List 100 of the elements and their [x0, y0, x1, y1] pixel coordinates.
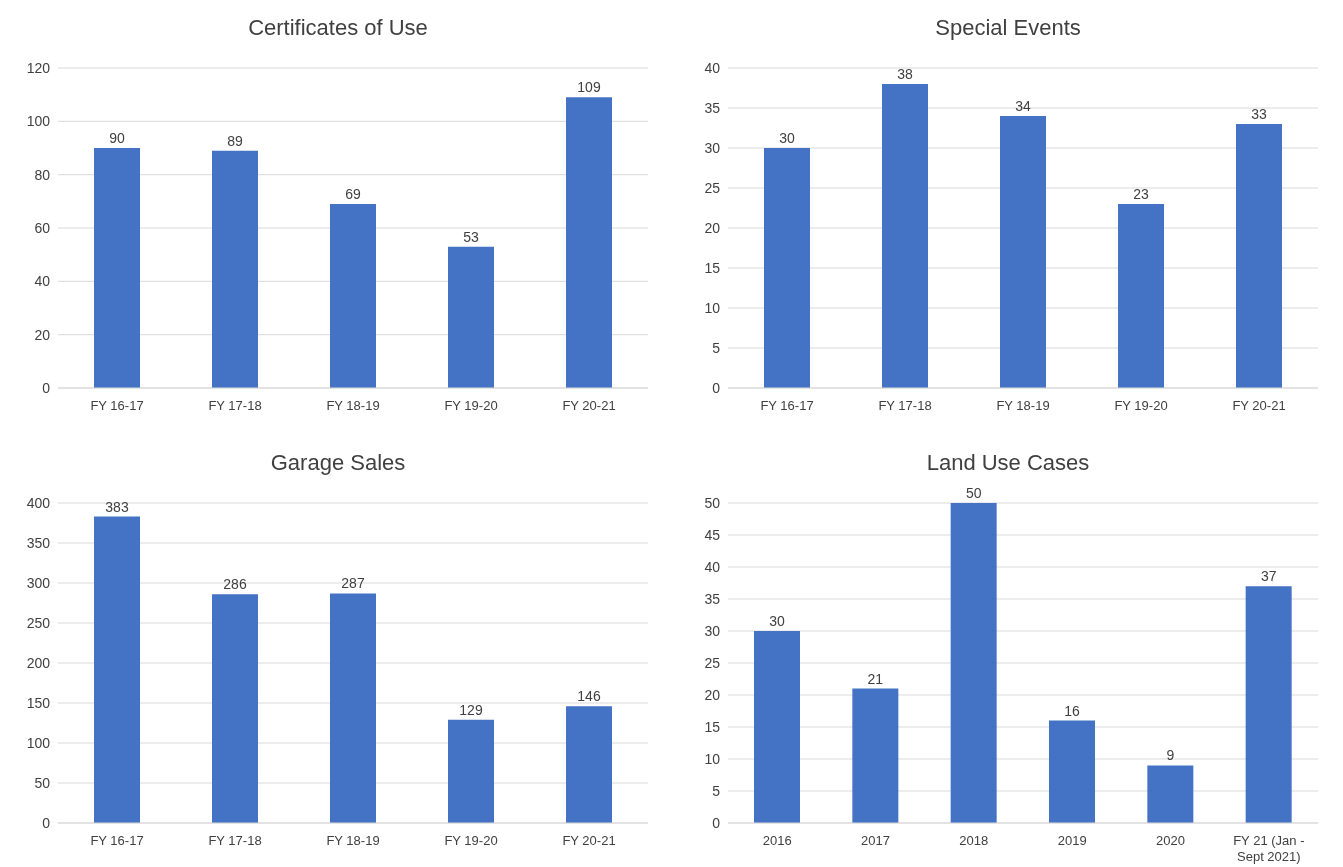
x-tick-label: FY 17-18	[208, 398, 262, 413]
x-tick-label: FY 16-17	[760, 398, 814, 413]
data-label: 287	[341, 575, 365, 592]
bar	[1000, 116, 1046, 388]
y-tick-label: 200	[26, 654, 51, 671]
bar	[852, 688, 899, 823]
y-tick-label: 40	[34, 273, 51, 290]
y-tick-label: 60	[34, 219, 51, 236]
bar	[1049, 720, 1095, 823]
bar	[566, 706, 612, 823]
x-tick-label: FY 17-18	[208, 833, 262, 848]
y-tick-label: 35	[704, 590, 721, 607]
bar	[448, 719, 494, 823]
x-tick-label: FY 16-17	[90, 398, 144, 413]
data-label: 33	[1251, 106, 1267, 122]
data-label: 30	[769, 613, 785, 629]
x-tick-label: FY 19-20	[444, 833, 498, 848]
y-tick-label: 100	[26, 734, 51, 751]
bar	[448, 246, 494, 388]
y-tick-label: 80	[34, 166, 51, 183]
x-tick-label: 2019	[1057, 833, 1087, 848]
bar	[950, 503, 997, 823]
y-tick-label: 100	[26, 113, 51, 130]
y-tick-label: 20	[34, 326, 51, 343]
x-tick-label: FY 16-17	[90, 833, 144, 848]
y-tick-label: 400	[26, 494, 51, 511]
data-label: 23	[1133, 186, 1149, 202]
data-label: 69	[345, 186, 361, 202]
bar	[1147, 765, 1194, 823]
chart-title: Garage Sales	[269, 449, 407, 477]
bar	[94, 516, 140, 823]
y-tick-label: 40	[704, 558, 721, 575]
y-tick-label: 30	[704, 622, 721, 639]
chart-title: Land Use Cases	[925, 449, 1091, 477]
x-tick-label: 2017	[861, 833, 890, 848]
data-label: 21	[867, 670, 884, 687]
bar	[1245, 586, 1292, 823]
chart-title: Special Events	[934, 14, 1082, 42]
y-tick-label: 50	[704, 494, 721, 511]
x-tick-label: FY 18-19	[996, 398, 1050, 413]
y-tick-label: 30	[704, 139, 721, 156]
data-label: 90	[109, 130, 125, 146]
y-tick-label: 0	[712, 379, 721, 396]
data-label: 146	[577, 688, 601, 705]
data-label: 53	[463, 228, 479, 245]
bar	[764, 148, 810, 388]
data-label: 38	[897, 66, 913, 82]
bar	[754, 631, 800, 823]
y-tick-label: 5	[712, 782, 721, 799]
y-tick-label: 15	[704, 259, 721, 276]
data-label: 16	[1064, 702, 1080, 719]
y-tick-label: 15	[704, 718, 721, 735]
y-tick-label: 20	[704, 219, 721, 236]
bar	[1236, 124, 1282, 388]
x-tick-label: FY 20-21	[562, 398, 616, 413]
x-tick-label: FY 19-20	[1114, 398, 1168, 413]
chart-title: Certificates of Use	[247, 14, 429, 42]
x-tick-label: FY 20-21	[562, 833, 616, 848]
data-label: 50	[965, 485, 982, 501]
bar	[566, 97, 612, 388]
y-tick-label: 0	[42, 379, 51, 396]
bar	[212, 594, 258, 823]
y-tick-label: 35	[704, 99, 721, 116]
data-label: 129	[459, 701, 483, 718]
y-tick-label: 0	[42, 814, 51, 831]
data-label: 9	[1166, 747, 1175, 764]
x-tick-label: 2016	[762, 833, 792, 848]
y-tick-label: 45	[704, 526, 721, 543]
data-label: 109	[577, 79, 601, 96]
data-label: 286	[223, 576, 247, 593]
data-label: 34	[1015, 98, 1031, 114]
x-tick-label: FY 19-20	[444, 398, 498, 413]
x-tick-label: FY 17-18	[878, 398, 932, 413]
x-tick-label: 2018	[959, 833, 989, 848]
y-tick-label: 120	[26, 59, 51, 76]
data-label: 89	[227, 132, 243, 149]
data-label: 383	[105, 498, 129, 515]
y-tick-label: 300	[26, 574, 51, 591]
y-tick-label: 10	[704, 750, 721, 767]
x-tick-label: FY 18-19	[326, 398, 380, 413]
y-tick-label: 20	[704, 686, 721, 703]
x-tick-label: 2020	[1156, 833, 1185, 848]
y-tick-label: 25	[704, 179, 721, 196]
y-tick-label: 150	[26, 694, 51, 711]
y-tick-label: 350	[26, 534, 51, 551]
y-tick-label: 5	[712, 339, 721, 356]
bar	[330, 204, 376, 388]
bar	[94, 148, 140, 388]
x-tick-label: FY 18-19	[326, 833, 380, 848]
y-tick-label: 50	[34, 774, 51, 791]
y-tick-label: 250	[26, 614, 51, 631]
y-tick-label: 25	[704, 654, 721, 671]
data-label: 30	[779, 130, 795, 146]
bar	[1118, 204, 1164, 388]
bar	[882, 84, 928, 388]
data-label: 37	[1260, 568, 1277, 585]
x-tick-label: FY 20-21	[1232, 398, 1286, 413]
bar	[330, 593, 376, 823]
y-tick-label: 10	[704, 299, 721, 316]
y-tick-label: 40	[704, 59, 721, 76]
